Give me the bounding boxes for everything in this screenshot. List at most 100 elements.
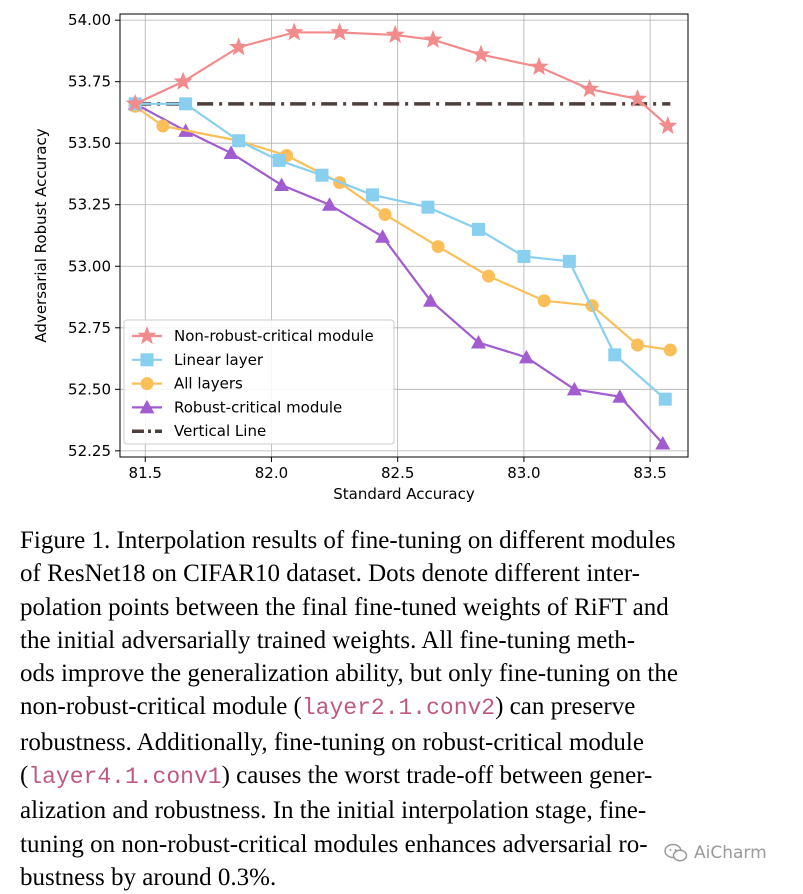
series-line-all-layers xyxy=(134,105,671,352)
module-code-layer4: layer4.1.conv1 xyxy=(28,764,222,791)
series-all-layers xyxy=(128,99,677,357)
caption-line: tuning on non-robust-critical modules en… xyxy=(20,830,648,858)
data-point-all-layers xyxy=(663,343,677,357)
data-point-linear-layer xyxy=(658,392,672,406)
caption-line: of ResNet18 on CIFAR10 dataset. Dots den… xyxy=(20,560,640,588)
data-point-linear-layer xyxy=(421,200,435,214)
y-axis-label: Adversarial Robust Accuracy xyxy=(32,128,50,342)
caption-text: non-robust-critical module ( xyxy=(20,693,302,721)
data-point-linear-layer xyxy=(232,134,246,148)
legend-marker-all-layers xyxy=(140,377,154,391)
data-point-all-layers xyxy=(156,119,170,133)
data-point-non-robust-critical-module xyxy=(173,71,193,90)
caption-line: alization and robustness. In the initial… xyxy=(20,797,647,825)
data-point-non-robust-critical-module xyxy=(125,93,145,112)
data-point-linear-layer xyxy=(471,222,485,236)
module-code-layer2: layer2.1.conv2 xyxy=(301,695,496,722)
series-non-robust-critical-module xyxy=(125,22,678,135)
legend-marker-linear-layer xyxy=(140,353,154,367)
x-tick-label: 83.0 xyxy=(507,464,540,482)
y-tick-label: 53.00 xyxy=(68,257,111,275)
caption-line: polation points between the final fine-t… xyxy=(20,593,669,621)
caption-text: ( xyxy=(20,762,29,790)
series-linear-layer xyxy=(128,97,672,406)
legend-label-robust-critical-module: Robust-critical module xyxy=(174,398,342,416)
data-point-non-robust-critical-module xyxy=(385,24,405,44)
interpolation-chart: 81.5 82.0 82.5 83.0 83.5 52.25 52.50 52.75 53.00… xyxy=(32,11,689,503)
x-tick-label: 81.5 xyxy=(129,464,162,482)
series-line-linear-layer xyxy=(135,102,667,400)
caption-line: the initial adversarially trained weight… xyxy=(20,626,636,654)
data-point-robust-critical-module xyxy=(566,381,582,396)
watermark-text: AiCharm xyxy=(694,843,767,863)
series-robust-critical-module xyxy=(127,96,671,450)
x-tick-label: 82.0 xyxy=(255,464,288,482)
x-axis-label: Standard Accuracy xyxy=(333,485,475,503)
x-tick-label: 83.5 xyxy=(633,464,666,482)
caption-line: non-robust-critical module (layer2.1.con… xyxy=(20,690,734,725)
data-point-non-robust-critical-module xyxy=(658,115,678,135)
data-point-linear-layer xyxy=(365,188,379,202)
legend-label-non-robust-critical-module: Non-robust-critical module xyxy=(174,327,374,345)
x-tick-label: 82.5 xyxy=(381,464,414,482)
data-point-robust-critical-module xyxy=(322,197,338,211)
data-point-robust-critical-module xyxy=(423,293,439,307)
data-point-robust-critical-module xyxy=(470,335,486,349)
legend-label-all-layers: All layers xyxy=(174,375,243,393)
caption-line: bustness by around 0.3%. xyxy=(20,863,277,891)
y-tick-label: 53.75 xyxy=(68,73,111,91)
data-point-linear-layer xyxy=(272,153,286,167)
grid xyxy=(120,14,688,457)
data-point-non-robust-critical-module xyxy=(330,22,350,41)
legend-label-vertical-line: Vertical Line xyxy=(174,422,266,440)
legend-marker-non-robust-critical-module xyxy=(137,326,157,345)
caption-text: ) can preserve xyxy=(495,693,636,721)
data-point-non-robust-critical-module xyxy=(229,37,249,56)
data-point-linear-layer xyxy=(179,97,193,111)
data-point-robust-critical-module xyxy=(612,389,628,403)
data-point-non-robust-critical-module xyxy=(284,22,304,41)
data-point-all-layers xyxy=(482,269,496,283)
data-point-non-robust-critical-module xyxy=(580,79,600,98)
data-point-non-robust-critical-module xyxy=(529,56,549,75)
legend-label-linear-layer: Linear layer xyxy=(174,351,264,369)
ticks: 81.5 82.0 82.5 83.0 83.5 52.25 52.50 52.75 53.00… xyxy=(68,11,667,482)
caption-line: Figure 1. Interpolation results of fine-… xyxy=(20,527,676,554)
legend-box xyxy=(123,319,395,445)
data-point-all-layers xyxy=(537,294,551,308)
caption-text: ) causes the worst trade-off between gen… xyxy=(221,762,653,790)
data-point-all-layers xyxy=(431,240,445,254)
data-point-all-layers xyxy=(378,208,392,222)
series-line-robust-critical-module xyxy=(134,102,664,445)
data-point-linear-layer xyxy=(315,168,329,182)
data-point-robust-critical-module xyxy=(223,145,239,160)
data-point-robust-critical-module xyxy=(518,349,534,364)
series-line-non-robust-critical-module xyxy=(134,31,669,127)
caption-line: ods improve the generalization ability, … xyxy=(20,660,678,688)
data-point-robust-critical-module xyxy=(655,435,671,450)
y-tick-label: 53.25 xyxy=(68,196,111,214)
wechat-icon xyxy=(664,843,688,862)
y-tick-label: 54.00 xyxy=(68,11,111,29)
data-point-linear-layer xyxy=(608,348,622,362)
watermark: AiCharm xyxy=(664,843,767,863)
y-tick-label: 52.75 xyxy=(68,319,111,337)
caption-line: (layer4.1.conv1) causes the worst trade-… xyxy=(20,759,734,794)
data-point-non-robust-critical-module xyxy=(628,88,648,107)
series-group xyxy=(125,22,678,450)
figure-caption: Figure 1. Interpolation results of fine-… xyxy=(20,524,734,894)
legend-marker-robust-critical-module xyxy=(139,399,155,414)
data-point-robust-critical-module xyxy=(274,177,290,192)
y-tick-label: 52.25 xyxy=(68,442,111,460)
data-point-linear-layer xyxy=(517,249,531,263)
data-point-robust-critical-module xyxy=(375,229,391,243)
y-tick-label: 53.50 xyxy=(68,134,111,152)
data-point-non-robust-critical-module xyxy=(423,29,443,48)
y-tick-label: 52.50 xyxy=(68,380,111,398)
data-point-all-layers xyxy=(631,338,645,352)
legend: Non-robust-critical module Linear layer Al… xyxy=(123,319,395,445)
plot-frame xyxy=(119,13,689,458)
data-point-non-robust-critical-module xyxy=(471,44,491,63)
data-point-linear-layer xyxy=(562,254,576,268)
caption-line: robustness. Additionally, fine-tuning on… xyxy=(20,728,644,756)
